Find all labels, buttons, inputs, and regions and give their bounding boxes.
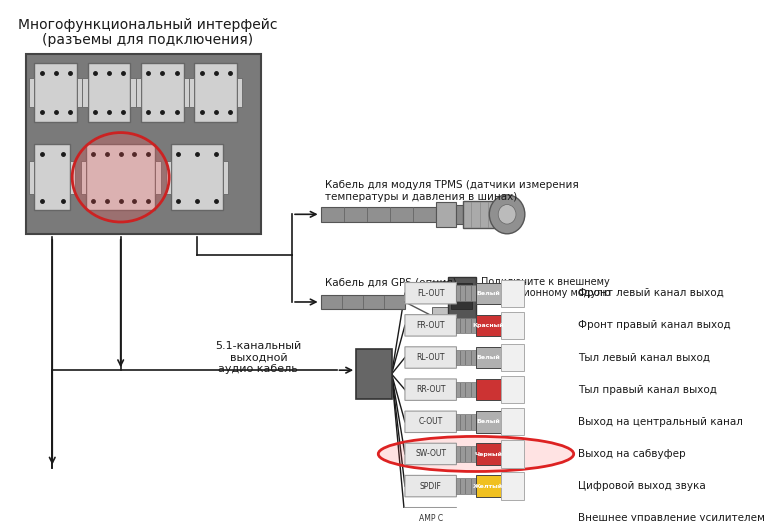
Bar [155, 161, 161, 194]
Ellipse shape [378, 437, 574, 472]
Bar [432, 280, 448, 298]
FancyBboxPatch shape [405, 507, 456, 521]
FancyBboxPatch shape [405, 315, 456, 336]
Bar [237, 78, 242, 107]
Bar [29, 78, 34, 107]
Text: C-OUT: C-OUT [419, 417, 443, 426]
Bar [476, 282, 501, 304]
Text: Белый: Белый [476, 419, 501, 424]
Ellipse shape [72, 132, 169, 222]
Text: Белый: Белый [476, 291, 501, 296]
Text: (разъемы для подключения): (разъемы для подключения) [41, 33, 253, 47]
Text: Тыл левый канал выход: Тыл левый канал выход [578, 353, 710, 363]
Bar [189, 78, 194, 107]
Bar [26, 54, 261, 234]
Bar [501, 312, 524, 339]
Bar [451, 299, 473, 309]
Bar [476, 443, 501, 465]
Bar [83, 78, 87, 107]
Bar [130, 78, 136, 107]
Text: Цифровой выход звука: Цифровой выход звука [578, 481, 706, 491]
Bar [80, 161, 86, 194]
Bar [356, 349, 391, 400]
Bar [456, 382, 476, 398]
Text: Черный: Черный [474, 451, 502, 456]
Bar [432, 307, 448, 325]
FancyBboxPatch shape [405, 443, 456, 465]
Text: Подключите к внешнему
навигационному модулю: Подключите к внешнему навигационному мод… [481, 277, 611, 298]
Bar [86, 144, 155, 210]
Bar [141, 64, 184, 122]
Bar [29, 161, 34, 194]
Text: SW-OUT: SW-OUT [415, 450, 446, 458]
Circle shape [490, 195, 525, 234]
Bar [476, 315, 501, 336]
Text: Многофункциональный интерфейс: Многофункциональный интерфейс [17, 18, 277, 32]
Bar [223, 161, 228, 194]
Bar [456, 478, 476, 494]
Bar [476, 379, 501, 400]
Bar [456, 414, 476, 430]
Bar [501, 376, 524, 403]
Bar [70, 161, 75, 194]
Bar [320, 206, 436, 222]
FancyBboxPatch shape [405, 347, 456, 368]
FancyBboxPatch shape [405, 282, 456, 304]
Text: Внешнее управление усилителем: Внешнее управление усилителем [578, 513, 765, 521]
Bar [166, 161, 171, 194]
Text: Белый: Белый [476, 355, 501, 360]
Bar [456, 350, 476, 365]
Bar [476, 411, 501, 432]
Bar [77, 78, 83, 107]
Bar [501, 440, 524, 467]
Circle shape [498, 205, 516, 224]
Text: Кабель для модуля TPMS (датчики измерения
температуры и давления в шинах): Кабель для модуля TPMS (датчики измерени… [325, 180, 579, 202]
Bar [456, 318, 476, 333]
Text: Фронт левый канал выход: Фронт левый канал выход [578, 288, 724, 298]
Text: RL-OUT: RL-OUT [416, 353, 445, 362]
Bar [501, 280, 524, 307]
Text: SPDIF: SPDIF [419, 481, 441, 491]
Text: 5.1-канальный
выходной
аудио кабель: 5.1-канальный выходной аудио кабель [216, 341, 301, 374]
Text: FR-OUT: FR-OUT [416, 321, 445, 330]
Bar [451, 283, 473, 293]
Text: Выход на центральный канал: Выход на центральный канал [578, 417, 743, 427]
FancyBboxPatch shape [405, 379, 456, 400]
Text: Выход на сабвуфер: Выход на сабвуфер [578, 449, 686, 459]
FancyBboxPatch shape [405, 475, 456, 497]
Bar [456, 286, 476, 301]
Bar [455, 205, 462, 224]
Text: RR-OUT: RR-OUT [416, 385, 445, 394]
Bar [501, 408, 524, 436]
Bar [501, 473, 524, 500]
Text: FL-OUT: FL-OUT [417, 289, 444, 297]
Bar [171, 144, 223, 210]
Bar [456, 446, 476, 462]
Bar [34, 64, 77, 122]
Text: AMP C: AMP C [419, 514, 443, 521]
Bar [34, 144, 70, 210]
Bar [184, 78, 189, 107]
Bar [320, 295, 405, 309]
FancyBboxPatch shape [405, 411, 456, 432]
Bar [87, 64, 130, 122]
Text: Желтый: Желтый [473, 483, 504, 489]
Bar [462, 201, 497, 228]
Bar [501, 344, 524, 371]
Bar [136, 78, 141, 107]
Bar [194, 64, 237, 122]
Text: Тыл правый канал выход: Тыл правый канал выход [578, 384, 717, 395]
Bar [436, 202, 455, 227]
Bar [476, 475, 501, 497]
Bar [448, 277, 476, 327]
Bar [476, 347, 501, 368]
Text: Красный: Красный [473, 323, 505, 328]
Text: Фронт правый канал выход: Фронт правый канал выход [578, 320, 731, 330]
Text: Кабель для GPS (опция): Кабель для GPS (опция) [325, 278, 457, 288]
